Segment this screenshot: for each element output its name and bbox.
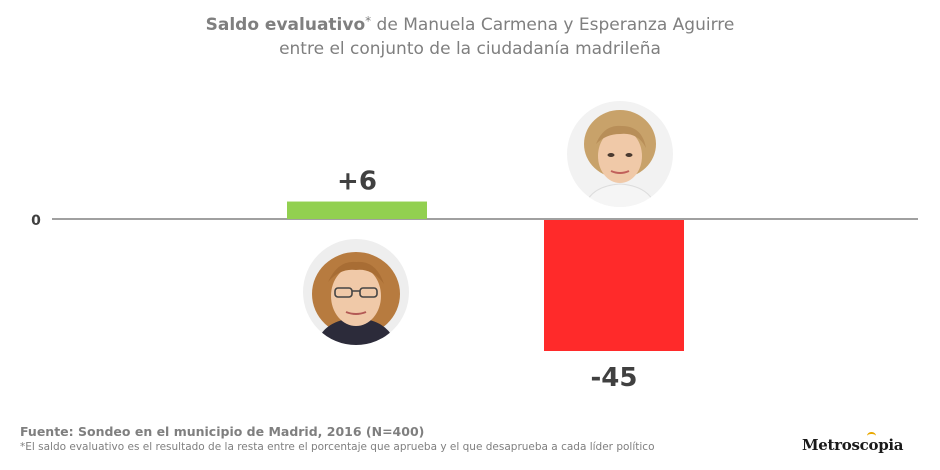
data-label-carmena: +6 [337,167,377,197]
title-asterisk: * [365,14,372,28]
logo-o-letter: o [868,436,879,454]
title-rest: de Manuela Carmena y Esperanza Aguirre [371,15,735,35]
avatar-carmena [302,238,410,346]
source-text: Fuente: Sondeo en el municipio de Madrid… [20,424,425,439]
bar-carmena [287,201,427,219]
bar-chart: 0 +6 -45 [31,167,918,393]
chart-title: Saldo evaluativo* de Manuela Carmena y E… [0,13,940,61]
zero-axis-label: 0 [31,213,41,229]
logo-text-start: Metrosc [802,436,869,454]
logo-arc-icon [867,432,877,440]
logo-o: o [867,432,879,454]
avatar-aguirre [566,100,674,208]
metroscopia-logo: Metrosc opia [802,432,904,454]
title-bold: Saldo evaluativo [205,15,366,35]
logo-text-end: pia [878,436,904,454]
manuela-carmena-photo-icon [303,239,409,345]
bar-aguirre [544,220,684,351]
title-line2: entre el conjunto de la ciudadanía madri… [279,39,661,59]
data-label-aguirre: -45 [591,363,638,393]
footnote-text: *El saldo evaluativo es el resultado de … [20,441,655,453]
esperanza-aguirre-photo-icon [567,101,673,207]
